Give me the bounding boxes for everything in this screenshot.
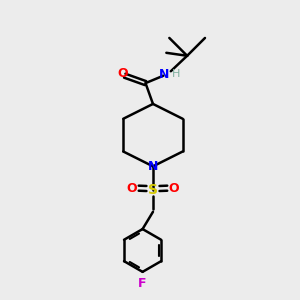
Text: H: H bbox=[172, 69, 180, 79]
Text: F: F bbox=[138, 277, 147, 290]
Text: O: O bbox=[117, 67, 128, 80]
Text: O: O bbox=[169, 182, 179, 194]
Text: N: N bbox=[159, 68, 169, 81]
Text: S: S bbox=[148, 182, 158, 197]
Text: N: N bbox=[148, 160, 158, 173]
Text: O: O bbox=[127, 182, 137, 194]
